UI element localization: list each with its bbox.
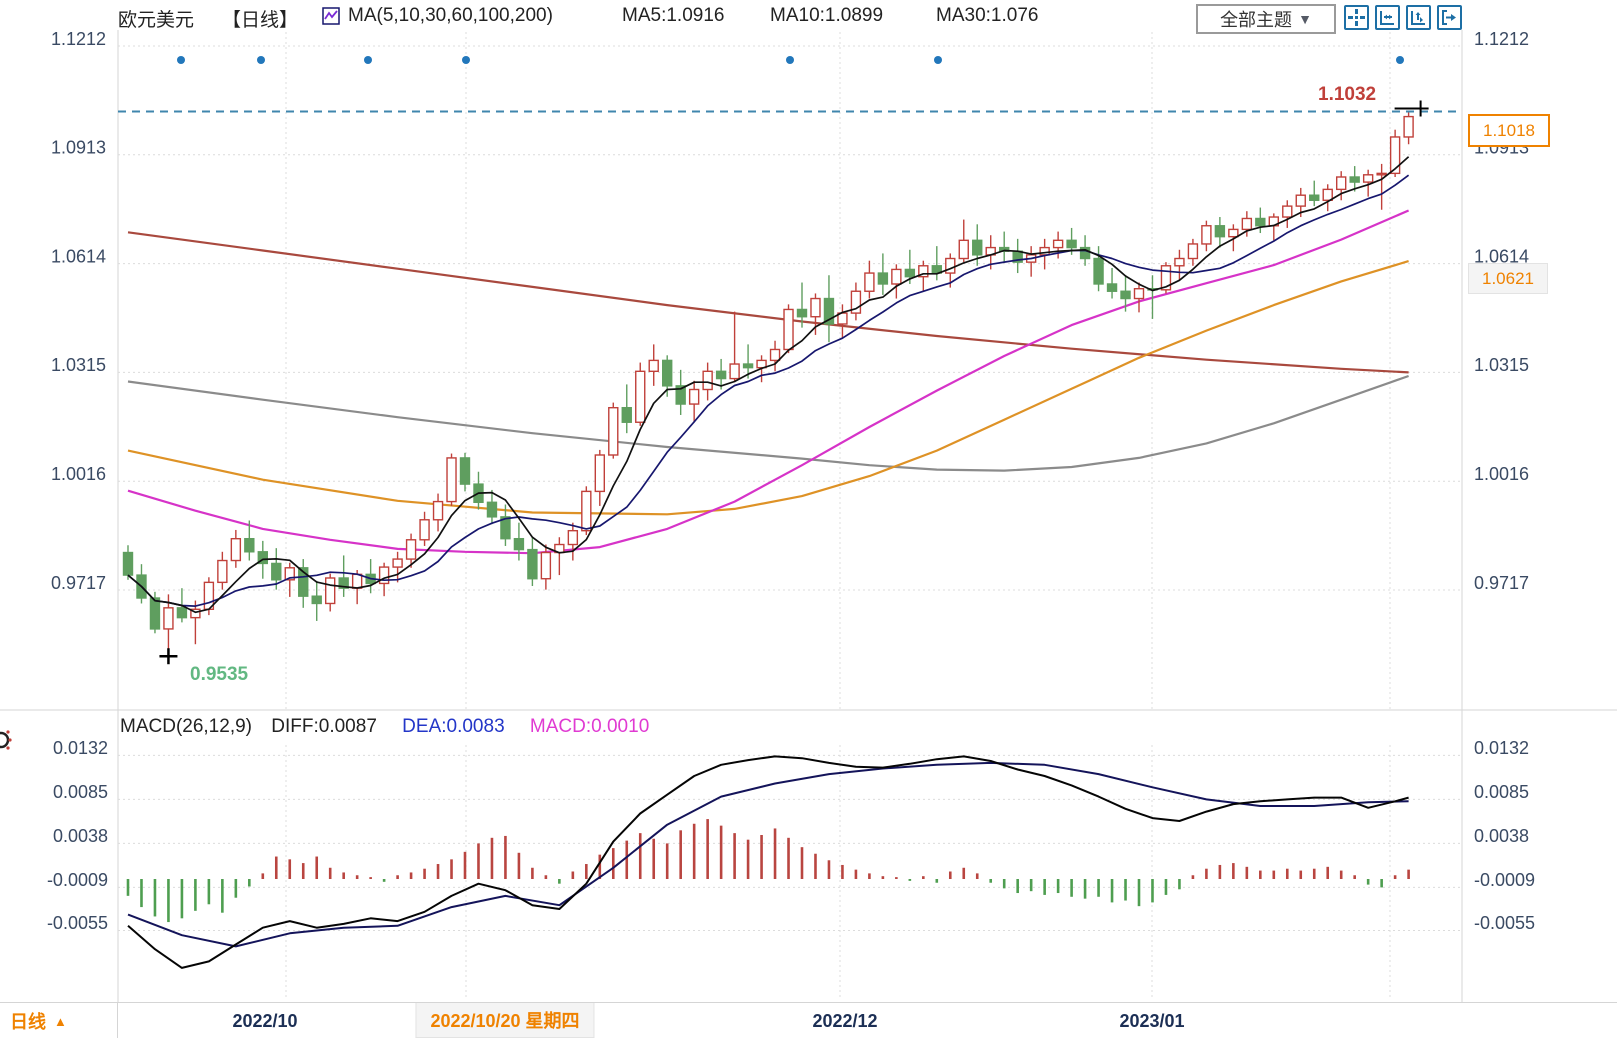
svg-text:0.9717: 0.9717 (51, 573, 106, 593)
dea-line (127, 761, 1409, 948)
svg-text:-0.0055: -0.0055 (1474, 913, 1535, 933)
period-selector[interactable]: 日线 ▲ (0, 1003, 118, 1038)
svg-text:1.1212: 1.1212 (1474, 29, 1529, 49)
extreme-markers (159, 100, 1429, 665)
last-price-tag: 1.1018 (1468, 114, 1550, 147)
x-axis-scale-icon[interactable] (1375, 5, 1400, 30)
period-tag: 【日线】 (222, 10, 299, 31)
macd-dea-value: DEA:0.0083 (402, 716, 505, 737)
svg-text:1.0913: 1.0913 (51, 138, 106, 158)
svg-text:1.0315: 1.0315 (51, 355, 106, 375)
macd-bar-value: MACD:0.0010 (529, 716, 650, 737)
ma60-line (127, 260, 1409, 516)
indicator-settings-icon[interactable] (0, 727, 16, 753)
time-axis-bar: 日线 ▲ 2022/10 2022/10/20 星期四 2022/12 2023/01 (0, 1002, 1617, 1038)
ma-indicator-icon (322, 7, 340, 25)
candles-layer (122, 111, 1414, 657)
date-label: 2022/10 (232, 1010, 298, 1031)
date-label: 2023/01 (1119, 1010, 1185, 1031)
svg-text:0.0085: 0.0085 (1474, 782, 1529, 802)
svg-text:0.0038: 0.0038 (1474, 826, 1529, 846)
svg-text:1.0315: 1.0315 (1474, 355, 1529, 375)
diff-line (127, 755, 1409, 969)
ma200-line (127, 231, 1409, 374)
svg-text:-0.0009: -0.0009 (1474, 870, 1535, 890)
svg-text:1.0614: 1.0614 (51, 246, 106, 266)
svg-text:1.0614: 1.0614 (1474, 246, 1529, 266)
event-marker-dots (177, 56, 1404, 64)
ma10-value: MA10:1.0899 (770, 5, 884, 26)
chevron-down-icon: ▼ (1298, 11, 1312, 27)
svg-text:1.0016: 1.0016 (51, 464, 106, 484)
svg-text:0.0085: 0.0085 (53, 782, 108, 802)
triangle-up-icon: ▲ (54, 1013, 67, 1029)
macd-header: MACD(26,12,9) DIFF:0.0087 DEA:0.0083 MAC… (120, 716, 649, 738)
date-label: 2022/12 (812, 1010, 878, 1031)
svg-text:-0.0055: -0.0055 (47, 913, 108, 933)
gridlines (0, 30, 1617, 1002)
svg-text:0.0132: 0.0132 (53, 738, 108, 758)
svg-text:0.9717: 0.9717 (1474, 573, 1529, 593)
svg-text:0.0038: 0.0038 (53, 826, 108, 846)
theme-selector[interactable]: 全部主题 ▼ (1196, 4, 1336, 34)
ma30-value: MA30:1.076 (936, 5, 1039, 26)
ma30-line (127, 209, 1410, 555)
shift-right-icon[interactable] (1437, 5, 1462, 30)
y-axis-scale-icon[interactable] (1406, 5, 1431, 30)
low-price-annotation: 0.9535 (190, 664, 249, 685)
high-price-annotation: 1.1032 (1318, 84, 1377, 105)
ma10-line (127, 174, 1410, 607)
selected-date-label: 2022/10/20 星期四 (415, 1003, 595, 1038)
macd-histogram (126, 819, 1410, 923)
ma100-line (127, 374, 1409, 472)
ma60-price-tag: 1.0621 (1468, 263, 1548, 294)
svg-text:0.0132: 0.0132 (1474, 738, 1529, 758)
ma5-value: MA5:1.0916 (622, 5, 725, 26)
svg-text:1.0016: 1.0016 (1474, 464, 1529, 484)
symbol-title: 欧元美元 (118, 10, 195, 31)
svg-text:1.1212: 1.1212 (51, 29, 106, 49)
ma-settings-label: MA(5,10,30,60,100,200) (348, 5, 553, 26)
theme-selector-label: 全部主题 (1220, 10, 1293, 30)
macd-diff-value: DIFF:0.0087 (271, 716, 377, 737)
ma5-line (127, 156, 1410, 614)
period-label: 日线 (10, 1012, 46, 1032)
macd-formula: MACD(26,12,9) (120, 716, 252, 737)
svg-text:-0.0009: -0.0009 (47, 870, 108, 890)
pan-crosshair-icon[interactable] (1344, 5, 1369, 30)
